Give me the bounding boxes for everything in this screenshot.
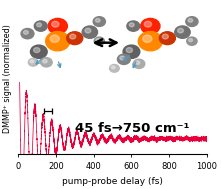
- Circle shape: [133, 59, 145, 68]
- Y-axis label: DMMP⁺ signal (normalized): DMMP⁺ signal (normalized): [4, 24, 12, 133]
- X-axis label: pump-probe delay (fs): pump-probe delay (fs): [62, 177, 163, 186]
- Circle shape: [28, 58, 38, 66]
- Circle shape: [187, 37, 197, 45]
- Circle shape: [188, 19, 193, 22]
- Circle shape: [96, 39, 100, 42]
- Circle shape: [127, 21, 140, 31]
- Circle shape: [34, 48, 40, 53]
- Circle shape: [93, 17, 105, 26]
- Circle shape: [21, 29, 34, 39]
- Circle shape: [159, 32, 175, 45]
- Circle shape: [120, 56, 125, 60]
- Circle shape: [41, 58, 52, 67]
- Circle shape: [30, 45, 47, 58]
- Circle shape: [94, 37, 105, 45]
- Circle shape: [23, 30, 28, 34]
- Circle shape: [37, 23, 42, 27]
- Circle shape: [138, 32, 162, 51]
- Circle shape: [186, 17, 198, 26]
- Circle shape: [141, 18, 160, 34]
- Circle shape: [70, 34, 76, 39]
- Circle shape: [129, 23, 134, 27]
- Circle shape: [110, 64, 119, 72]
- Circle shape: [144, 21, 152, 27]
- Circle shape: [135, 61, 140, 64]
- Circle shape: [143, 35, 152, 43]
- Circle shape: [175, 26, 190, 38]
- Circle shape: [126, 48, 133, 53]
- Circle shape: [178, 28, 183, 33]
- Circle shape: [50, 35, 59, 43]
- Circle shape: [67, 32, 83, 45]
- Circle shape: [111, 66, 115, 69]
- Circle shape: [95, 19, 100, 22]
- Circle shape: [117, 54, 130, 64]
- Circle shape: [34, 21, 47, 31]
- Circle shape: [30, 60, 34, 63]
- Circle shape: [85, 28, 91, 33]
- Circle shape: [189, 39, 192, 42]
- Text: 45 fs→750 cm⁻¹: 45 fs→750 cm⁻¹: [75, 122, 189, 135]
- Circle shape: [48, 18, 67, 34]
- Circle shape: [162, 34, 168, 39]
- Circle shape: [46, 32, 70, 51]
- Circle shape: [52, 21, 59, 27]
- Circle shape: [123, 45, 140, 58]
- FancyBboxPatch shape: [18, 3, 207, 82]
- Circle shape: [43, 59, 47, 63]
- Circle shape: [82, 26, 97, 38]
